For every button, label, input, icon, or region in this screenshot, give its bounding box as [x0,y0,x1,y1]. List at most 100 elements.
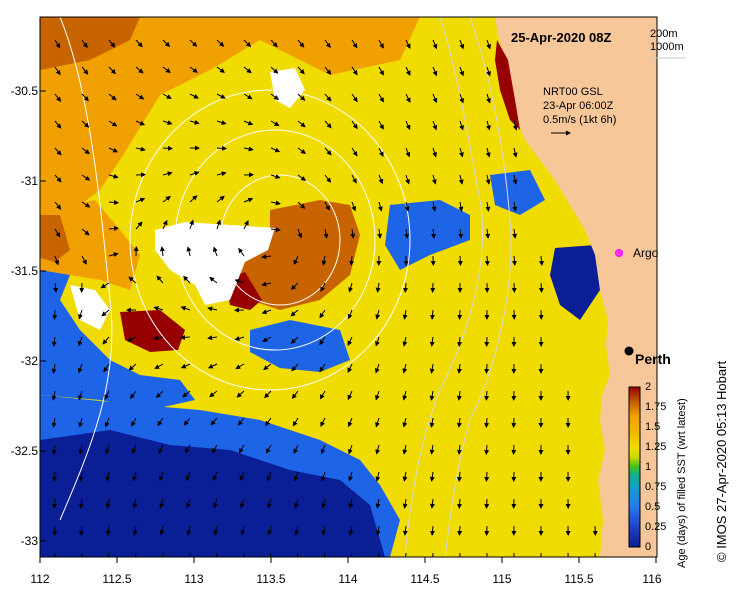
current-vector [375,309,381,320]
maroon-blob-west [120,310,185,352]
current-vector [135,146,146,152]
missing-data-center [155,222,275,305]
current-vector [402,309,408,320]
current-vector [320,282,326,292]
current-vector [270,93,280,101]
current-vector [212,246,218,257]
current-vector [108,147,119,153]
current-vector [321,255,327,266]
current-vector [486,66,491,77]
current-vector [159,525,165,536]
colorbar-tick-label: 1.25 [645,441,667,453]
current-vector [243,39,252,48]
y-tick-label: -31 [20,174,38,188]
current-vector [216,171,227,177]
current-vector [511,255,517,266]
colorbar-title: Age (days) of filled SST (wrt latest) [676,398,688,568]
current-vector [51,390,57,401]
current-vector [402,363,408,374]
isobath-contours [404,17,512,557]
current-vector [458,228,464,239]
current-vector [267,525,273,536]
current-vector [319,336,326,346]
current-vector [484,444,490,455]
current-vector [237,417,245,426]
current-vector [351,66,358,76]
current-vector [135,221,143,230]
colorbar-tick-label: 0.25 [645,521,667,533]
current-vector [180,363,191,369]
current-vector [212,471,218,482]
current-vector [375,282,381,293]
current-vector [457,525,463,536]
current-vector [456,390,462,401]
current-vector [457,471,462,482]
current-vector [431,228,437,239]
current-vector [290,309,299,317]
current-vector [485,147,491,158]
y-tick-label: -31.5 [10,264,38,278]
current-vector [297,120,306,128]
navy-region-south [40,430,385,557]
current-vector [100,282,110,289]
current-vector [378,93,384,103]
current-vector [265,417,272,427]
current-vector [405,120,411,131]
current-vector [512,120,518,131]
current-vector [261,254,272,260]
y-tick-label: -33 [20,534,38,548]
current-vector [135,93,145,100]
current-vector [52,525,58,536]
current-vector [131,444,137,455]
blue-region-ne [490,170,545,215]
current-vector [485,201,491,212]
current-vector [430,525,435,536]
current-legend-scale: 0.5m/s (1kt 6h) [543,114,617,126]
colorbar [628,386,641,548]
current-vector [375,390,380,401]
current-vector [324,201,330,211]
current-vector [186,525,192,536]
current-vector [350,552,353,557]
current-vector [81,120,90,128]
current-vector [162,93,172,99]
current-vector [153,335,164,341]
current-vector [162,145,173,151]
current-vector [432,39,438,50]
current-vector [402,444,408,455]
current-vector [456,363,462,374]
current-vector [53,282,59,293]
current-vector [213,498,218,509]
current-vector [457,255,463,266]
current-vector [297,93,306,101]
current-vector [51,336,57,347]
current-vector [216,195,225,203]
current-vector [108,120,118,127]
current-vector [81,147,90,155]
current-vector [105,471,111,482]
current-vector [54,39,61,49]
current-vector [243,93,253,100]
current-vector [324,66,332,75]
current-vector [135,66,144,74]
current-vector [484,255,490,266]
current-vector [78,471,84,482]
current-vector [266,471,272,482]
current-vector [297,228,303,239]
current-vector [162,219,168,230]
current-vector [54,120,62,129]
current-vector [375,444,381,455]
current-vector [189,119,200,125]
current-vector [213,525,219,536]
current-vector [108,66,116,75]
current-vector [77,363,83,374]
current-vector [189,219,194,230]
current-vector [81,39,88,49]
current-vector [162,66,171,74]
yellow-patch-south [230,380,360,430]
current-vector [297,174,307,181]
current-vector [132,498,138,509]
current-vector [348,471,354,482]
current-vector [297,147,307,154]
